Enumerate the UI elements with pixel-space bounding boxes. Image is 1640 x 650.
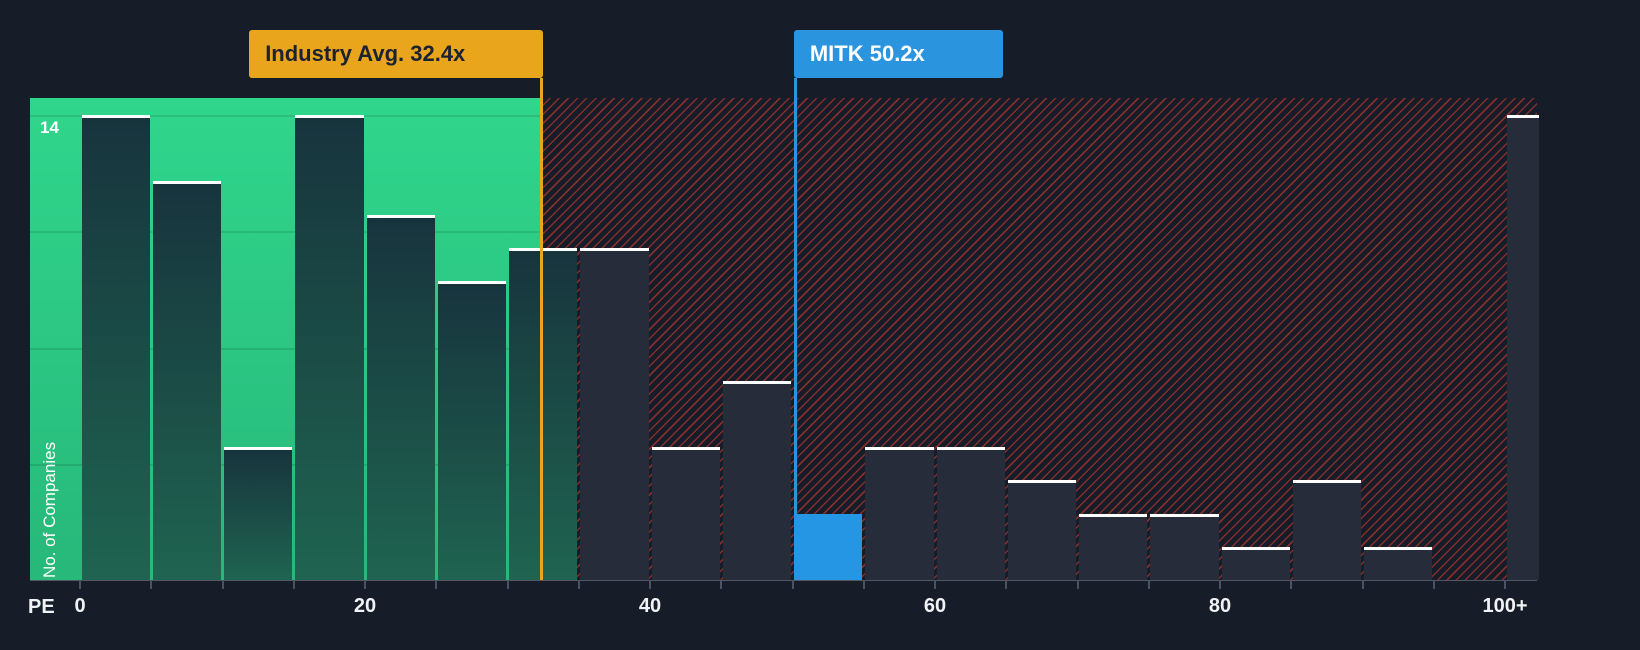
histogram-bar-pe-75[interactable] <box>1150 513 1219 580</box>
histogram-bar-pe-90[interactable] <box>1364 546 1433 580</box>
histogram-bar-pe-70[interactable] <box>1079 513 1148 580</box>
industry-avg-label: Industry Avg. 32.4x <box>249 30 544 78</box>
x-axis-tick <box>79 580 81 589</box>
histogram-bar-pe-35[interactable] <box>580 247 649 580</box>
x-axis-tick <box>1432 580 1435 589</box>
x-tick-label: 40 <box>638 595 662 617</box>
histogram-bar-pe-40[interactable] <box>651 447 720 580</box>
x-axis-tick <box>292 580 295 589</box>
marker-line-company <box>793 78 797 514</box>
x-axis-tick <box>1361 580 1364 589</box>
x-tick-label: 100+ <box>1482 595 1528 617</box>
y-axis-max-label: 14 <box>40 118 59 137</box>
marker-line-industry-avg <box>540 78 544 580</box>
x-axis-tick <box>1219 580 1221 589</box>
x-axis-tick <box>1076 580 1079 589</box>
x-axis-tick <box>1147 580 1150 589</box>
histogram-bar-pe-10[interactable] <box>224 447 293 580</box>
x-axis-tick <box>577 580 580 589</box>
histogram-bar-pe-55[interactable] <box>865 447 934 580</box>
x-axis-tick <box>649 580 651 589</box>
x-axis-tick <box>506 580 509 589</box>
gridline <box>30 347 542 350</box>
histogram-bar-pe-20[interactable] <box>366 214 435 580</box>
histogram-bar-pe-60[interactable] <box>936 447 1005 580</box>
histogram-bar-pe-25[interactable] <box>437 281 506 580</box>
x-tick-label: 60 <box>923 595 947 617</box>
x-axis-tick <box>1005 580 1008 589</box>
x-axis-tick <box>1504 580 1506 589</box>
x-axis-tick <box>934 580 936 589</box>
histogram-bar-pe-15[interactable] <box>295 115 364 580</box>
gridline <box>30 231 542 234</box>
company-marker-label: MITK 50.2x <box>793 30 1003 78</box>
x-axis-tick <box>435 580 438 589</box>
y-axis-title: No. of Companies <box>40 441 59 578</box>
x-axis-line <box>30 580 1537 581</box>
gridline <box>30 115 542 117</box>
histogram-bar-pe-65[interactable] <box>1007 480 1076 580</box>
x-axis-tick <box>791 580 794 589</box>
histogram-bar-pe-100[interactable] <box>1506 115 1540 580</box>
x-tick-label: 80 <box>1208 595 1232 617</box>
histogram-bar-pe-5[interactable] <box>152 181 221 580</box>
histogram-bar-pe-0[interactable] <box>81 115 150 580</box>
histogram-bar-pe-85[interactable] <box>1292 480 1361 580</box>
histogram-bar-pe-45[interactable] <box>722 380 791 580</box>
x-axis-tick <box>720 580 723 589</box>
x-axis-tick <box>150 580 153 589</box>
x-axis-tick <box>862 580 865 589</box>
x-axis-title: PE <box>28 596 55 618</box>
x-tick-label: 0 <box>74 595 86 617</box>
x-axis-tick <box>1290 580 1293 589</box>
x-axis-tick <box>221 580 224 589</box>
x-axis-tick <box>364 580 366 589</box>
histogram-bar-pe-80[interactable] <box>1221 546 1290 580</box>
company-bar[interactable] <box>794 513 863 580</box>
x-tick-label: 20 <box>353 595 377 617</box>
